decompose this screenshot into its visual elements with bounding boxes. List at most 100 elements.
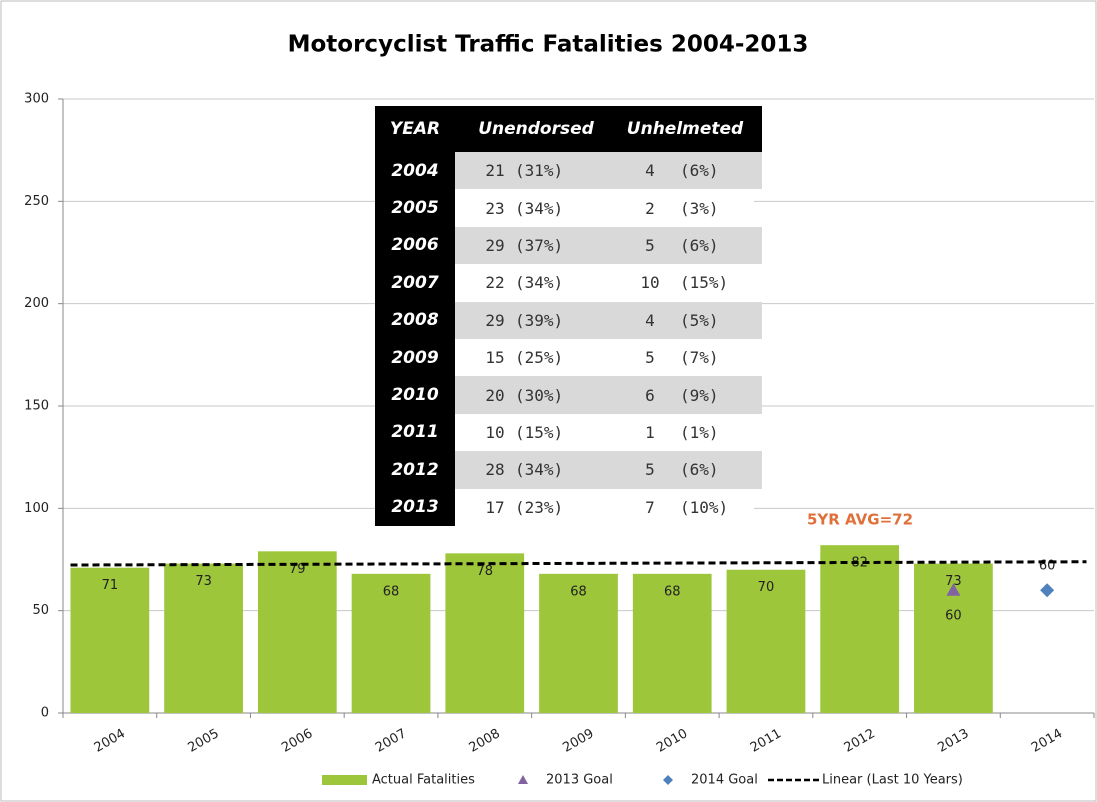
annotation: 5YR AVG=72: [807, 511, 913, 529]
data-label: 78: [476, 564, 493, 579]
legend-label: Linear (Last 10 Years): [822, 773, 963, 788]
chart-title: Motorcyclist Traffic Fatalities 2004-201…: [288, 32, 809, 58]
table-cell: (37%): [515, 235, 564, 255]
table-cell: 7: [645, 497, 655, 517]
table-cell: (9%): [680, 385, 719, 405]
table-header: YEAR Unendorsed Unhelmeted: [375, 106, 762, 152]
year-cell: 2012: [375, 451, 455, 489]
year-cell: 2008: [375, 301, 455, 339]
table-row: 2004 21 (31%) 4 (6%): [375, 152, 762, 191]
bar: [351, 573, 431, 713]
table-cell: (7%): [680, 348, 719, 368]
header-cell: Unendorsed: [478, 119, 594, 139]
row-background: [455, 189, 754, 228]
y-tick-label: 200: [24, 296, 49, 311]
y-tick-label: 0: [41, 706, 49, 721]
year-cell: 2013: [375, 488, 455, 526]
data-label: 71: [102, 578, 119, 593]
triangle-marker: [518, 775, 528, 784]
table-cell: 4: [645, 161, 655, 181]
table-cell: 2: [645, 198, 655, 218]
table-cell: (6%): [680, 161, 719, 181]
header-cell: YEAR: [389, 119, 441, 139]
row-background: [455, 413, 754, 453]
table-row: 2013 17 (23%) 7 (10%): [375, 488, 762, 527]
table-cell: 17: [485, 497, 505, 517]
bar: [257, 551, 337, 713]
table: YEAR Unendorsed Unhelmeted 2004 21 (31%) 4 (6%)…: [375, 106, 762, 527]
table-cell: 23: [485, 198, 505, 218]
y-tick-label: 50: [32, 603, 49, 618]
y-tick-label: 250: [24, 194, 49, 209]
table-cell: 10: [640, 273, 660, 293]
bar: [820, 545, 900, 713]
table-row: 2008 29 (39%) 4 (5%): [375, 301, 762, 340]
year-cell: 2006: [375, 226, 455, 265]
table-cell: 10: [485, 422, 505, 442]
table-cell: (34%): [515, 460, 564, 480]
bar: [164, 563, 243, 713]
year-cell: 2007: [375, 264, 455, 302]
triangle-marker: [946, 583, 961, 596]
data-label: 73: [195, 574, 212, 589]
table-cell: (34%): [515, 198, 564, 218]
y-tick-label: 150: [24, 399, 49, 414]
table-cell: 5: [645, 348, 655, 368]
table-cell: (15%): [680, 273, 729, 293]
data-label: 60: [945, 609, 962, 624]
table-cell: (31%): [515, 161, 564, 181]
row-background: [455, 488, 754, 527]
data-label: 68: [383, 584, 400, 599]
table-cell: (1%): [680, 422, 719, 442]
table-row: 2007 22 (34%) 10 (15%): [375, 264, 762, 303]
legend-swatch: [322, 775, 367, 785]
bar: [726, 569, 806, 713]
trend-line: [70, 560, 1087, 567]
table-cell: 5: [645, 460, 655, 480]
table-cell: 29: [485, 235, 505, 255]
table-cell: 4: [645, 310, 655, 330]
year-cell: 2011: [375, 413, 455, 452]
bar: [70, 567, 150, 713]
legend-label: 2014 Goal: [691, 773, 758, 788]
table-cell: 15: [485, 348, 505, 368]
year-cell: 2010: [375, 376, 455, 414]
table-cell: 21: [485, 161, 505, 181]
data-label: 70: [758, 580, 775, 595]
data-label: 82: [851, 556, 868, 571]
y-tick-label: 100: [24, 501, 49, 516]
table-cell: 1: [645, 422, 655, 442]
table-cell: (15%): [515, 422, 564, 442]
table-cell: 20: [485, 385, 505, 405]
table-row: 2005 23 (34%) 2 (3%): [375, 189, 762, 228]
table-cell: (6%): [680, 460, 719, 480]
header-cell: Unhelmeted: [626, 119, 744, 139]
table-cell: (10%): [680, 497, 729, 517]
bar: [445, 553, 525, 713]
year-cell: 2009: [375, 338, 455, 377]
table-row: 2012 28 (34%) 5 (6%): [375, 451, 762, 490]
table-cell: 28: [485, 460, 505, 480]
table-cell: (30%): [515, 385, 564, 405]
table-row: 2009 15 (25%) 5 (7%): [375, 338, 762, 378]
table-cell: (3%): [680, 198, 719, 218]
data-label: 73: [945, 574, 962, 589]
table-row: 2006 29 (37%) 5 (6%): [375, 226, 762, 266]
bar: [539, 573, 618, 713]
table-cell: (34%): [515, 273, 564, 293]
bar: [632, 573, 712, 713]
table-cell: 29: [485, 310, 505, 330]
y-tick-label: 300: [24, 92, 49, 107]
year-cell: 2004: [375, 152, 455, 190]
diamond-marker: [1040, 583, 1055, 598]
table-cell: (23%): [515, 497, 564, 517]
table-cell: 6: [645, 385, 655, 405]
table-cell: 22: [485, 273, 505, 293]
table-cell: (25%): [515, 348, 564, 368]
row-background: [455, 152, 762, 191]
table-row: 2011 10 (15%) 1 (1%): [375, 413, 762, 453]
table-row: 2010 20 (30%) 6 (9%): [375, 376, 762, 415]
data-label: 68: [570, 584, 587, 599]
legend-label: Actual Fatalities: [372, 773, 475, 788]
